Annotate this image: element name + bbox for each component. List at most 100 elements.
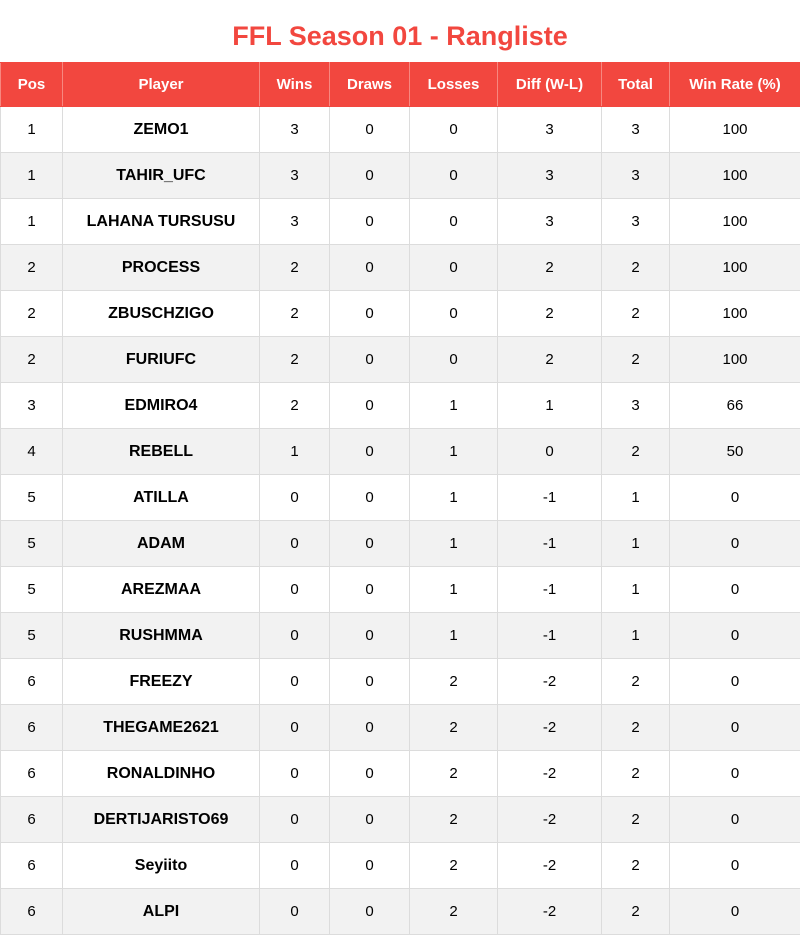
table-row: 1 TAHIR_UFC 3 0 0 3 3 100 — [0, 152, 800, 199]
cell-player: RONALDINHO — [62, 750, 260, 797]
cell-player: Seyiito — [62, 842, 260, 889]
table-row: 1 ZEMO1 3 0 0 3 3 100 — [0, 106, 800, 153]
cell-diff: -2 — [497, 888, 602, 935]
cell-win-rate: 0 — [669, 842, 800, 889]
table-row: 6 RONALDINHO 0 0 2 -2 2 0 — [0, 750, 800, 797]
cell-wins: 2 — [259, 382, 330, 429]
table-row: 5 AREZMAA 0 0 1 -1 1 0 — [0, 566, 800, 613]
cell-diff: -2 — [497, 704, 602, 751]
cell-losses: 1 — [409, 612, 498, 659]
cell-wins: 0 — [259, 750, 330, 797]
cell-diff: -2 — [497, 750, 602, 797]
cell-losses: 2 — [409, 658, 498, 705]
cell-losses: 1 — [409, 520, 498, 567]
cell-diff: -2 — [497, 658, 602, 705]
cell-win-rate: 66 — [669, 382, 800, 429]
cell-pos: 6 — [0, 796, 63, 843]
standings-table: Pos Player Wins Draws Losses Diff (W-L) … — [0, 62, 800, 935]
cell-total: 2 — [601, 888, 670, 935]
cell-losses: 0 — [409, 106, 498, 153]
column-header-total: Total — [601, 62, 670, 107]
cell-win-rate: 100 — [669, 152, 800, 199]
cell-total: 2 — [601, 750, 670, 797]
cell-pos: 2 — [0, 290, 63, 337]
cell-win-rate: 100 — [669, 290, 800, 337]
cell-losses: 0 — [409, 152, 498, 199]
cell-total: 3 — [601, 198, 670, 245]
table-row: 6 Seyiito 0 0 2 -2 2 0 — [0, 842, 800, 889]
cell-total: 1 — [601, 566, 670, 613]
cell-win-rate: 100 — [669, 106, 800, 153]
cell-win-rate: 0 — [669, 796, 800, 843]
cell-pos: 6 — [0, 704, 63, 751]
cell-wins: 3 — [259, 106, 330, 153]
cell-pos: 1 — [0, 106, 63, 153]
cell-total: 1 — [601, 474, 670, 521]
table-row: 4 REBELL 1 0 1 0 2 50 — [0, 428, 800, 475]
column-header-win-rate: Win Rate (%) — [669, 62, 800, 107]
table-row: 2 ZBUSCHZIGO 2 0 0 2 2 100 — [0, 290, 800, 337]
cell-draws: 0 — [329, 612, 410, 659]
cell-draws: 0 — [329, 888, 410, 935]
table-row: 6 DERTIJARISTO69 0 0 2 -2 2 0 — [0, 796, 800, 843]
cell-losses: 2 — [409, 704, 498, 751]
cell-losses: 1 — [409, 428, 498, 475]
cell-player: LAHANA TURSUSU — [62, 198, 260, 245]
cell-player: ZBUSCHZIGO — [62, 290, 260, 337]
cell-diff: 1 — [497, 382, 602, 429]
cell-total: 3 — [601, 106, 670, 153]
cell-losses: 0 — [409, 244, 498, 291]
cell-draws: 0 — [329, 198, 410, 245]
cell-pos: 1 — [0, 198, 63, 245]
cell-player: ADAM — [62, 520, 260, 567]
cell-player: AREZMAA — [62, 566, 260, 613]
cell-player: DERTIJARISTO69 — [62, 796, 260, 843]
cell-losses: 0 — [409, 290, 498, 337]
cell-diff: -1 — [497, 474, 602, 521]
cell-draws: 0 — [329, 750, 410, 797]
cell-draws: 0 — [329, 336, 410, 383]
cell-draws: 0 — [329, 428, 410, 475]
cell-wins: 0 — [259, 566, 330, 613]
cell-draws: 0 — [329, 382, 410, 429]
cell-pos: 5 — [0, 566, 63, 613]
table-row: 6 ALPI 0 0 2 -2 2 0 — [0, 888, 800, 935]
cell-win-rate: 0 — [669, 750, 800, 797]
table-row: 5 ADAM 0 0 1 -1 1 0 — [0, 520, 800, 567]
cell-wins: 2 — [259, 336, 330, 383]
cell-pos: 6 — [0, 888, 63, 935]
cell-losses: 2 — [409, 842, 498, 889]
cell-total: 2 — [601, 796, 670, 843]
cell-wins: 2 — [259, 290, 330, 337]
cell-total: 2 — [601, 290, 670, 337]
cell-total: 2 — [601, 244, 670, 291]
cell-wins: 0 — [259, 888, 330, 935]
cell-diff: -1 — [497, 566, 602, 613]
cell-losses: 1 — [409, 566, 498, 613]
cell-player: PROCESS — [62, 244, 260, 291]
cell-draws: 0 — [329, 796, 410, 843]
cell-diff: 3 — [497, 198, 602, 245]
cell-draws: 0 — [329, 520, 410, 567]
cell-diff: 2 — [497, 336, 602, 383]
cell-player: ZEMO1 — [62, 106, 260, 153]
cell-player: RUSHMMA — [62, 612, 260, 659]
cell-player: THEGAME2621 — [62, 704, 260, 751]
table-row: 2 FURIUFC 2 0 0 2 2 100 — [0, 336, 800, 383]
cell-draws: 0 — [329, 474, 410, 521]
cell-total: 3 — [601, 382, 670, 429]
cell-draws: 0 — [329, 244, 410, 291]
cell-losses: 1 — [409, 474, 498, 521]
cell-win-rate: 100 — [669, 198, 800, 245]
table-header-row: Pos Player Wins Draws Losses Diff (W-L) … — [0, 62, 800, 107]
cell-total: 2 — [601, 336, 670, 383]
cell-win-rate: 0 — [669, 888, 800, 935]
cell-draws: 0 — [329, 566, 410, 613]
page-title: FFL Season 01 - Rangliste — [232, 21, 568, 51]
cell-player: EDMIRO4 — [62, 382, 260, 429]
cell-pos: 5 — [0, 474, 63, 521]
cell-pos: 6 — [0, 750, 63, 797]
cell-win-rate: 0 — [669, 566, 800, 613]
cell-diff: -2 — [497, 796, 602, 843]
column-header-pos: Pos — [0, 62, 63, 107]
